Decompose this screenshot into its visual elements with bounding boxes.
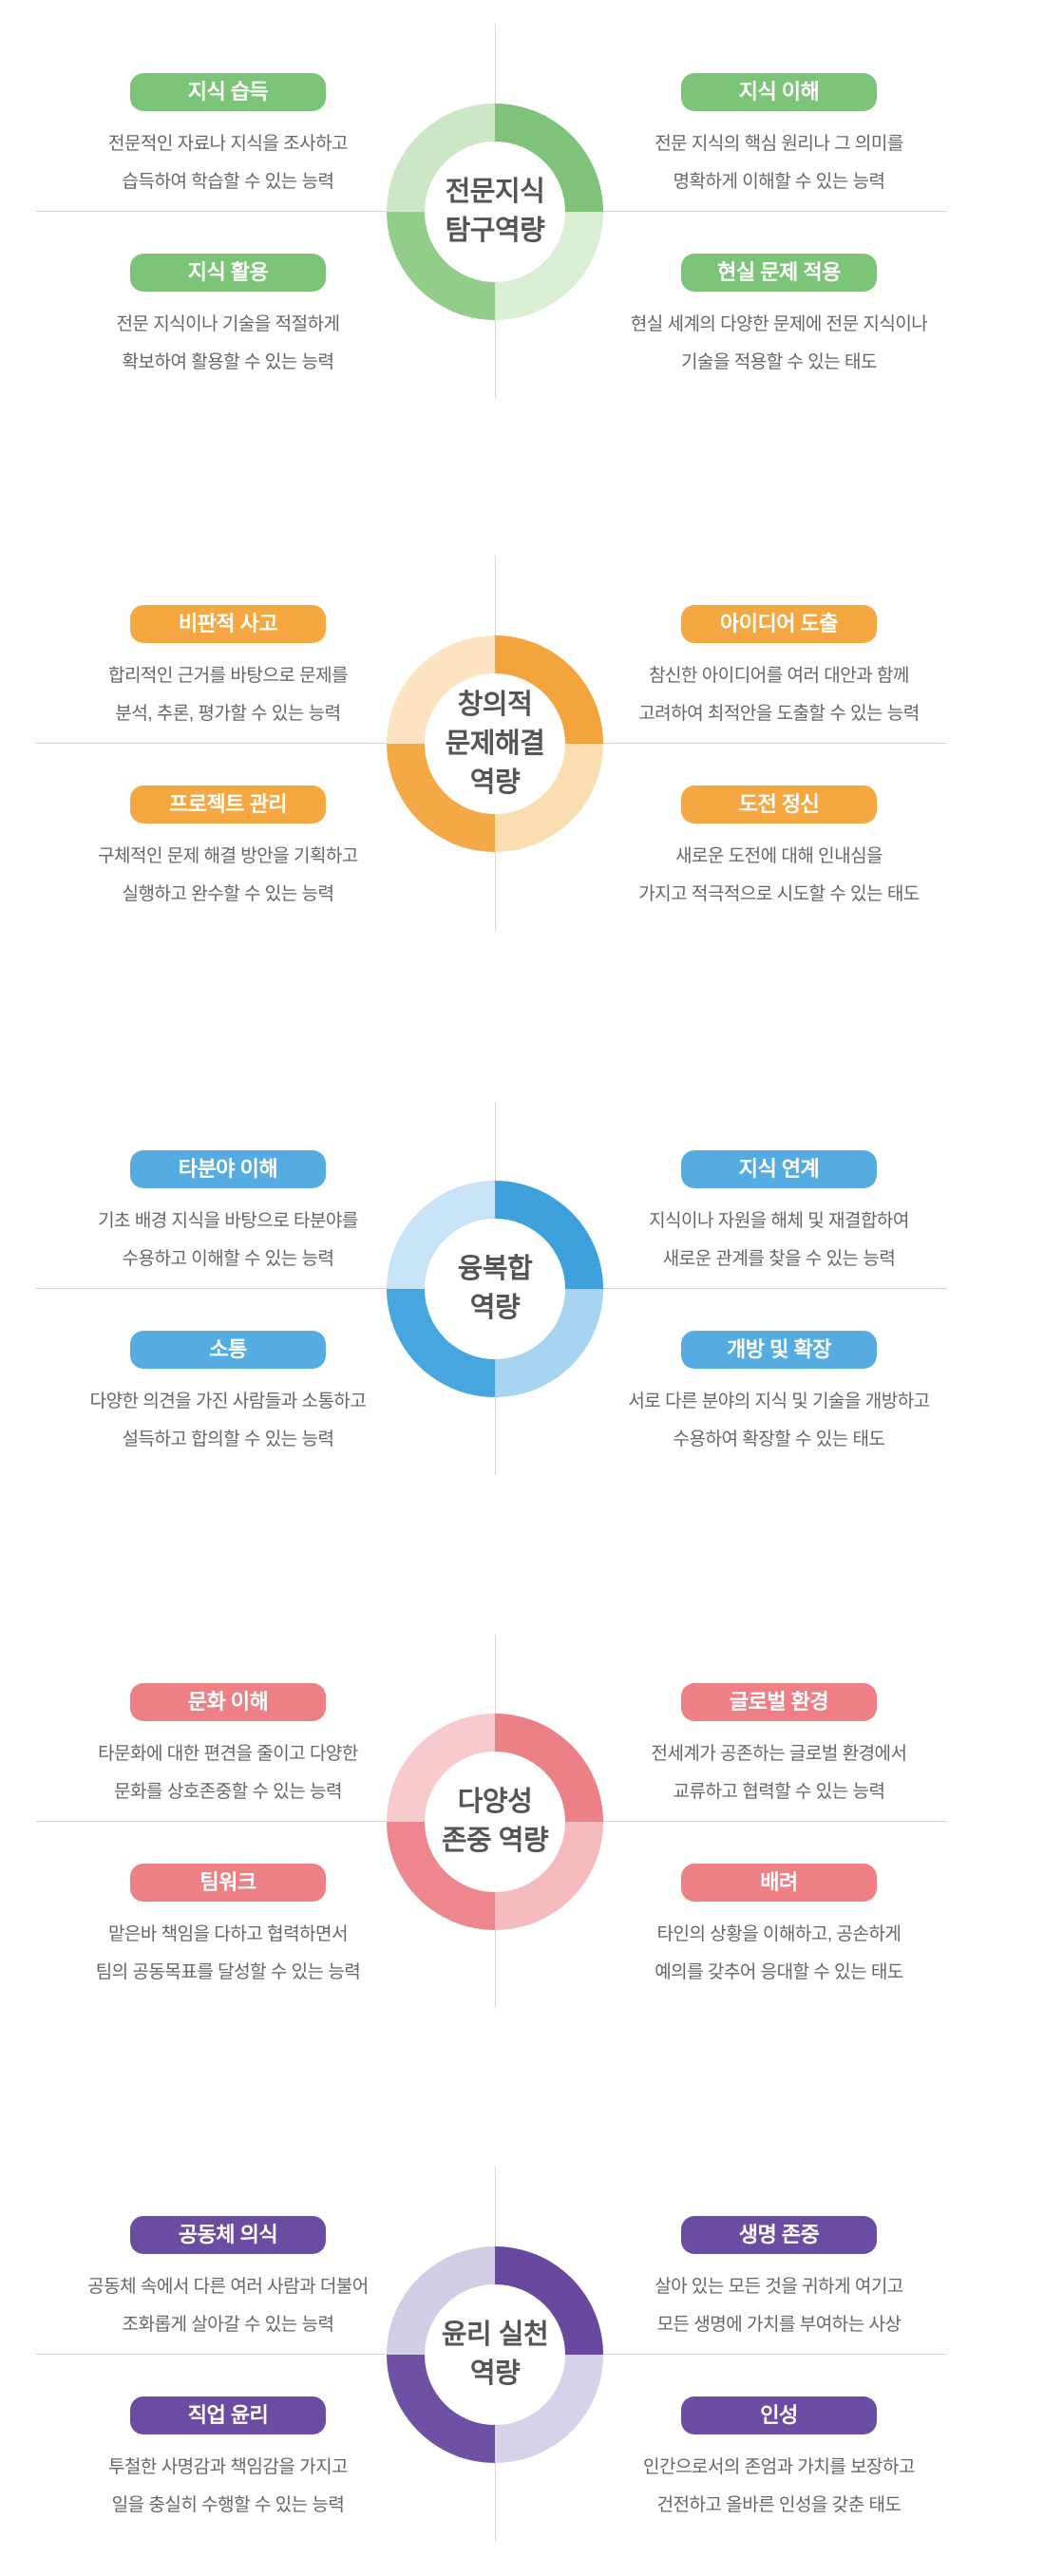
quadrant-top-right: 글로벌 환경 전세계가 공존하는 글로벌 환경에서 교류하고 협력할 수 있는 … <box>575 1683 983 1811</box>
quadrant-badge: 배려 <box>681 1864 877 1902</box>
donut-ring: 창의적 문제해결 역량 <box>387 635 603 852</box>
quadrant-description: 현실 세계의 다양한 문제에 전문 지식이나 기술을 적용할 수 있는 태도 <box>630 314 928 372</box>
quadrant-bottom-right: 현실 문제 적용 현실 세계의 다양한 문제에 전문 지식이나 기술을 적용할 … <box>575 254 983 382</box>
quadrant-badge: 아이디어 도출 <box>681 605 877 643</box>
quadrant-bottom-left: 팀워크 맡은바 책임을 다하고 협력하면서 팀의 공동목표를 달성할 수 있는 … <box>24 1864 432 1992</box>
quadrant-description: 맡은바 책임을 다하고 협력하면서 팀의 공동목표를 달성할 수 있는 능력 <box>95 1924 361 1982</box>
quadrant-top-right: 지식 연계 지식이나 자원을 해체 및 재결합하여 새로운 관계를 찾을 수 있… <box>575 1150 983 1279</box>
donut-ring: 융복합 역량 <box>387 1181 603 1397</box>
quadrant-description: 전문 지식이나 기술을 적절하게 확보하여 활용할 수 있는 능력 <box>116 314 340 372</box>
quadrant-description: 투철한 사명감과 책임감을 가지고 일을 충실히 수행할 수 있는 능력 <box>107 2457 349 2515</box>
quadrant-badge: 지식 연계 <box>681 1150 877 1188</box>
section-convergence: 융복합 역량 타분야 이해 기초 배경 지식을 바탕으로 타분야를 수용하고 이… <box>0 1032 1044 1546</box>
quadrant-badge: 팀워크 <box>130 1864 326 1902</box>
section-creative-problem-solving: 창의적 문제해결 역량 비판적 사고 합리적인 근거를 바탕으로 문제를 분석,… <box>0 486 1044 1001</box>
quadrant-bottom-right: 배려 타인의 상황을 이해하고, 공손하게 예의를 갖추어 응대할 수 있는 태… <box>575 1864 983 1992</box>
quadrant-bottom-right: 도전 정신 새로운 도전에 대해 인내심을 가지고 적극적으로 시도할 수 있는… <box>575 786 983 914</box>
quadrant-bottom-right: 인성 인간으로서의 존엄과 가치를 보장하고 건전하고 올바른 인성을 갖춘 태… <box>575 2396 983 2525</box>
section-diversity-respect: 다양성 존중 역량 문화 이해 타문화에 대한 편견을 줄이고 다양한 문화를 … <box>0 1564 1044 2079</box>
quadrant-top-right: 지식 이해 전문 지식의 핵심 원리나 그 의미를 명확하게 이해할 수 있는 … <box>575 73 983 201</box>
donut-center <box>425 673 565 814</box>
quadrant-bottom-left: 소통 다양한 의견을 가진 사람들과 소통하고 설득하고 합의할 수 있는 능력 <box>24 1331 432 1459</box>
quadrant-top-left: 타분야 이해 기초 배경 지식을 바탕으로 타분야를 수용하고 이해할 수 있는… <box>24 1150 432 1279</box>
quadrant-top-left: 비판적 사고 합리적인 근거를 바탕으로 문제를 분석, 추론, 평가할 수 있… <box>24 605 432 733</box>
quadrant-badge: 지식 활용 <box>130 254 326 292</box>
competency-title: 융복합 역량 <box>457 1254 533 1323</box>
quadrant-badge: 공동체 의식 <box>130 2216 326 2254</box>
quadrant-top-right: 아이디어 도출 참신한 아이디어를 여러 대안과 함께 고려하여 최적안을 도출… <box>575 605 983 733</box>
quadrant-top-left: 문화 이해 타문화에 대한 편견을 줄이고 다양한 문화를 상호존중할 수 있는… <box>24 1683 432 1811</box>
quadrant-description: 타인의 상황을 이해하고, 공손하게 예의를 갖추어 응대할 수 있는 태도 <box>655 1924 903 1982</box>
donut-center <box>425 2284 565 2425</box>
competency-title: 전문지식 탐구역량 <box>445 177 545 246</box>
quadrant-description: 합리적인 근거를 바탕으로 문제를 분석, 추론, 평가할 수 있는 능력 <box>107 666 349 724</box>
donut-ring: 다양성 존중 역량 <box>387 1714 603 1930</box>
quadrant-description: 전문적인 자료나 지식을 조사하고 습득하여 학습할 수 있는 능력 <box>107 134 349 192</box>
quadrant-badge: 비판적 사고 <box>130 605 326 643</box>
section-ethics-practice: 윤리 실천 역량 공동체 의식 공동체 속에서 다른 여러 사람과 더불어 조화… <box>0 2097 1044 2576</box>
quadrant-badge: 지식 이해 <box>681 73 877 111</box>
quadrant-badge: 현실 문제 적용 <box>681 254 877 292</box>
quadrant-description: 타문화에 대한 편견을 줄이고 다양한 문화를 상호존중할 수 있는 능력 <box>98 1744 358 1802</box>
quadrant-bottom-left: 프로젝트 관리 구체적인 문제 해결 방안을 기획하고 실행하고 완수할 수 있… <box>24 786 432 914</box>
quadrant-description: 인간으로서의 존엄과 가치를 보장하고 건전하고 올바른 인성을 갖춘 태도 <box>642 2457 916 2515</box>
competency-title: 윤리 실천 역량 <box>441 2320 549 2389</box>
quadrant-bottom-left: 직업 윤리 투철한 사명감과 책임감을 가지고 일을 충실히 수행할 수 있는 … <box>24 2396 432 2525</box>
quadrant-description: 서로 다른 분야의 지식 및 기술을 개방하고 수용하여 확장할 수 있는 태도 <box>628 1392 930 1449</box>
quadrant-description: 살아 있는 모든 것을 귀하게 여기고 모든 생명에 가치를 부여하는 사상 <box>655 2277 903 2335</box>
quadrant-bottom-left: 지식 활용 전문 지식이나 기술을 적절하게 확보하여 활용할 수 있는 능력 <box>24 254 432 382</box>
donut-ring: 윤리 실천 역량 <box>387 2246 603 2463</box>
quadrant-top-left: 지식 습득 전문적인 자료나 지식을 조사하고 습득하여 학습할 수 있는 능력 <box>24 73 432 201</box>
quadrant-badge: 직업 윤리 <box>130 2396 326 2434</box>
quadrant-description: 기초 배경 지식을 바탕으로 타분야를 수용하고 이해할 수 있는 능력 <box>98 1211 358 1269</box>
competency-title: 다양성 존중 역량 <box>441 1787 549 1856</box>
quadrant-description: 전문 지식의 핵심 원리나 그 의미를 명확하게 이해할 수 있는 능력 <box>655 134 903 192</box>
quadrant-badge: 지식 습득 <box>130 73 326 111</box>
quadrant-badge: 타분야 이해 <box>130 1150 326 1188</box>
competency-title: 창의적 문제해결 역량 <box>445 689 545 798</box>
donut-center <box>425 1219 565 1359</box>
quadrant-description: 공동체 속에서 다른 여러 사람과 더불어 조화롭게 살아갈 수 있는 능력 <box>87 2277 369 2335</box>
quadrant-badge: 소통 <box>130 1331 326 1369</box>
section-expert-knowledge: 전문지식 탐구역량 지식 습득 전문적인 자료나 지식을 조사하고 습득하여 학… <box>0 0 1044 469</box>
donut-center <box>425 1752 565 1892</box>
donut-center <box>425 142 565 282</box>
donut-ring: 전문지식 탐구역량 <box>387 104 603 320</box>
quadrant-description: 새로운 도전에 대해 인내심을 가지고 적극적으로 시도할 수 있는 태도 <box>638 846 920 904</box>
quadrant-badge: 도전 정신 <box>681 786 877 824</box>
quadrant-description: 구체적인 문제 해결 방안을 기획하고 실행하고 완수할 수 있는 능력 <box>98 846 358 904</box>
quadrant-badge: 문화 이해 <box>130 1683 326 1721</box>
quadrant-top-left: 공동체 의식 공동체 속에서 다른 여러 사람과 더불어 조화롭게 살아갈 수 … <box>24 2216 432 2344</box>
quadrant-description: 참신한 아이디어를 여러 대안과 함께 고려하여 최적안을 도출할 수 있는 능… <box>638 666 920 724</box>
quadrant-badge: 개방 및 확장 <box>681 1331 877 1369</box>
quadrant-bottom-right: 개방 및 확장 서로 다른 분야의 지식 및 기술을 개방하고 수용하여 확장할… <box>575 1331 983 1459</box>
quadrant-description: 전세계가 공존하는 글로벌 환경에서 교류하고 협력할 수 있는 능력 <box>651 1744 907 1802</box>
quadrant-description: 다양한 의견을 가진 사람들과 소통하고 설득하고 합의할 수 있는 능력 <box>89 1392 367 1449</box>
quadrant-badge: 글로벌 환경 <box>681 1683 877 1721</box>
quadrant-description: 지식이나 자원을 해체 및 재결합하여 새로운 관계를 찾을 수 있는 능력 <box>649 1211 909 1269</box>
quadrant-badge: 프로젝트 관리 <box>130 786 326 824</box>
quadrant-top-right: 생명 존중 살아 있는 모든 것을 귀하게 여기고 모든 생명에 가치를 부여하… <box>575 2216 983 2344</box>
quadrant-badge: 생명 존중 <box>681 2216 877 2254</box>
quadrant-badge: 인성 <box>681 2396 877 2434</box>
